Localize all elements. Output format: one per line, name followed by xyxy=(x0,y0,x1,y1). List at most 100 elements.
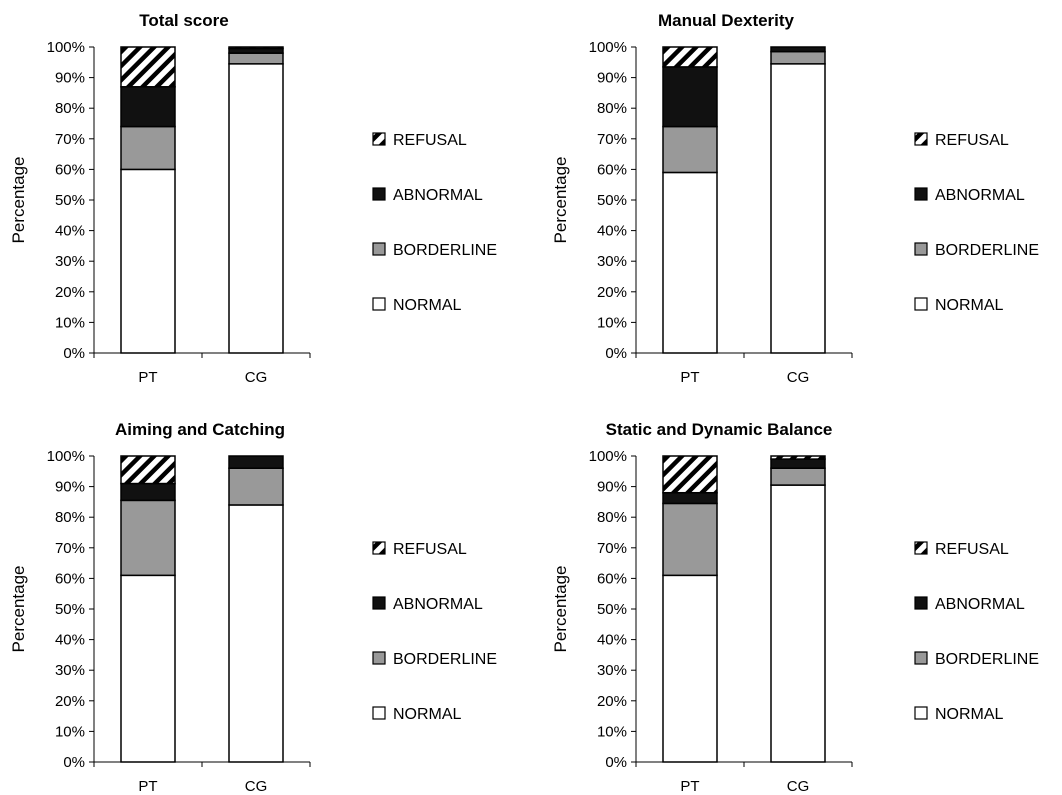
chart-title: Total score xyxy=(139,11,228,30)
legend-label-abnormal: ABNORMAL xyxy=(935,187,1025,204)
chart-panel-static-and-dynamic-balance: Static and Dynamic Balance Percentage 0% 10… xyxy=(551,420,1039,795)
y-axis-label: Percentage xyxy=(9,566,28,653)
legend-label-refusal: REFUSAL xyxy=(935,541,1009,558)
y-tick-label: 30% xyxy=(55,253,85,270)
y-tick-label: 60% xyxy=(55,161,85,178)
legend-swatch-abnormal xyxy=(914,187,928,201)
bar-cg-abnormal xyxy=(228,455,284,469)
y-tick-label: 80% xyxy=(597,509,627,526)
legend-label-normal: NORMAL xyxy=(935,297,1004,314)
legend-label-refusal: REFUSAL xyxy=(393,132,467,149)
y-tick-label: 80% xyxy=(55,509,85,526)
bar-pt-abnormal xyxy=(662,66,718,128)
bar-cg-abnormal xyxy=(770,458,826,469)
bar-cg-borderline xyxy=(770,467,826,486)
y-tick-label: 80% xyxy=(55,100,85,117)
legend-swatch-abnormal xyxy=(372,187,386,201)
chart-panel-manual-dexterity: Manual Dexterity Percentage 0% 10% 20% 30% 40%… xyxy=(551,11,1039,386)
y-tick-label: 40% xyxy=(597,223,627,240)
x-category-label: PT xyxy=(680,778,699,795)
legend: REFUSAL ABNORMAL BORDERLINE NORMAL xyxy=(914,132,1039,314)
y-tick-label: 0% xyxy=(605,754,627,771)
y-tick-label: 50% xyxy=(597,601,627,618)
bar-pt-borderline xyxy=(120,125,176,171)
y-tick-label: 30% xyxy=(55,662,85,679)
legend-label-borderline: BORDERLINE xyxy=(393,242,497,259)
legend-label-refusal: REFUSAL xyxy=(935,132,1009,149)
bar-pt-abnormal xyxy=(120,86,176,128)
y-tick-label: 10% xyxy=(55,314,85,331)
x-category-label: CG xyxy=(245,778,268,795)
y-tick-label: 70% xyxy=(55,540,85,557)
y-tick-label: 100% xyxy=(47,39,85,56)
y-tick-label: 50% xyxy=(55,192,85,209)
legend-swatch-normal xyxy=(372,706,386,720)
legend-swatch-refusal xyxy=(914,541,928,555)
y-tick-label: 90% xyxy=(597,479,627,496)
y-tick-label: 90% xyxy=(55,70,85,87)
chart-panel-total-score: Total score Percentage 0% 10% 20% 30% 40% 50% 60… xyxy=(9,11,497,386)
legend-swatch-normal xyxy=(372,297,386,311)
bar-cg-normal xyxy=(770,484,826,763)
bar-pt-refusal xyxy=(662,46,718,68)
y-tick-label: 80% xyxy=(597,100,627,117)
legend-swatch-refusal xyxy=(914,132,928,146)
x-category-label: CG xyxy=(787,778,810,795)
x-category-label: PT xyxy=(138,369,157,386)
bar-pt-refusal xyxy=(120,455,176,485)
x-category-label: CG xyxy=(787,369,810,386)
legend-label-borderline: BORDERLINE xyxy=(393,651,497,668)
y-tick-label: 20% xyxy=(597,693,627,710)
legend-swatch-normal xyxy=(914,297,928,311)
y-tick-label: 20% xyxy=(55,284,85,301)
y-tick-label: 60% xyxy=(597,570,627,587)
bar-pt-normal xyxy=(120,168,176,354)
legend-swatch-normal xyxy=(914,706,928,720)
bar-cg-refusal xyxy=(770,455,826,460)
bar-cg-normal xyxy=(228,63,284,354)
y-tick-label: 50% xyxy=(597,192,627,209)
chart-panel-aiming-and-catching: Aiming and Catching Percentage 0% 10% 20% 30%… xyxy=(9,420,497,795)
legend-swatch-borderline xyxy=(914,242,928,256)
y-tick-label: 40% xyxy=(55,632,85,649)
y-axis-label: Percentage xyxy=(551,566,570,653)
y-tick-label: 20% xyxy=(597,284,627,301)
bar-pt-normal xyxy=(662,171,718,354)
y-tick-label: 60% xyxy=(597,161,627,178)
y-axis-label: Percentage xyxy=(9,157,28,244)
y-tick-label: 70% xyxy=(55,131,85,148)
legend-label-refusal: REFUSAL xyxy=(393,541,467,558)
y-tick-label: 30% xyxy=(597,662,627,679)
legend-label-borderline: BORDERLINE xyxy=(935,242,1039,259)
legend-label-normal: NORMAL xyxy=(935,706,1004,723)
y-tick-label: 10% xyxy=(597,723,627,740)
x-category-label: PT xyxy=(138,778,157,795)
x-category-label: CG xyxy=(245,369,268,386)
bar-cg-borderline xyxy=(770,50,826,65)
legend: REFUSAL ABNORMAL BORDERLINE NORMAL xyxy=(914,541,1039,723)
y-tick-label: 0% xyxy=(63,345,85,362)
y-tick-label: 10% xyxy=(55,723,85,740)
y-tick-label: 0% xyxy=(63,754,85,771)
y-tick-label: 20% xyxy=(55,693,85,710)
legend-swatch-borderline xyxy=(914,651,928,665)
bar-pt-normal xyxy=(120,574,176,763)
legend-label-normal: NORMAL xyxy=(393,297,462,314)
chart-title: Static and Dynamic Balance xyxy=(606,420,833,439)
bar-cg-borderline xyxy=(228,467,284,506)
y-tick-label: 40% xyxy=(55,223,85,240)
bar-pt-borderline xyxy=(120,499,176,577)
bar-cg-normal xyxy=(770,63,826,354)
bar-pt-borderline xyxy=(662,125,718,174)
chart-title: Manual Dexterity xyxy=(658,11,795,30)
y-axis-label: Percentage xyxy=(551,157,570,244)
y-tick-label: 40% xyxy=(597,632,627,649)
legend: REFUSAL ABNORMAL BORDERLINE NORMAL xyxy=(372,132,497,314)
legend-swatch-borderline xyxy=(372,242,386,256)
legend-label-abnormal: ABNORMAL xyxy=(393,187,483,204)
bar-cg-normal xyxy=(228,504,284,763)
bar-pt-borderline xyxy=(662,502,718,577)
bar-pt-refusal xyxy=(662,455,718,494)
y-tick-label: 60% xyxy=(55,570,85,587)
